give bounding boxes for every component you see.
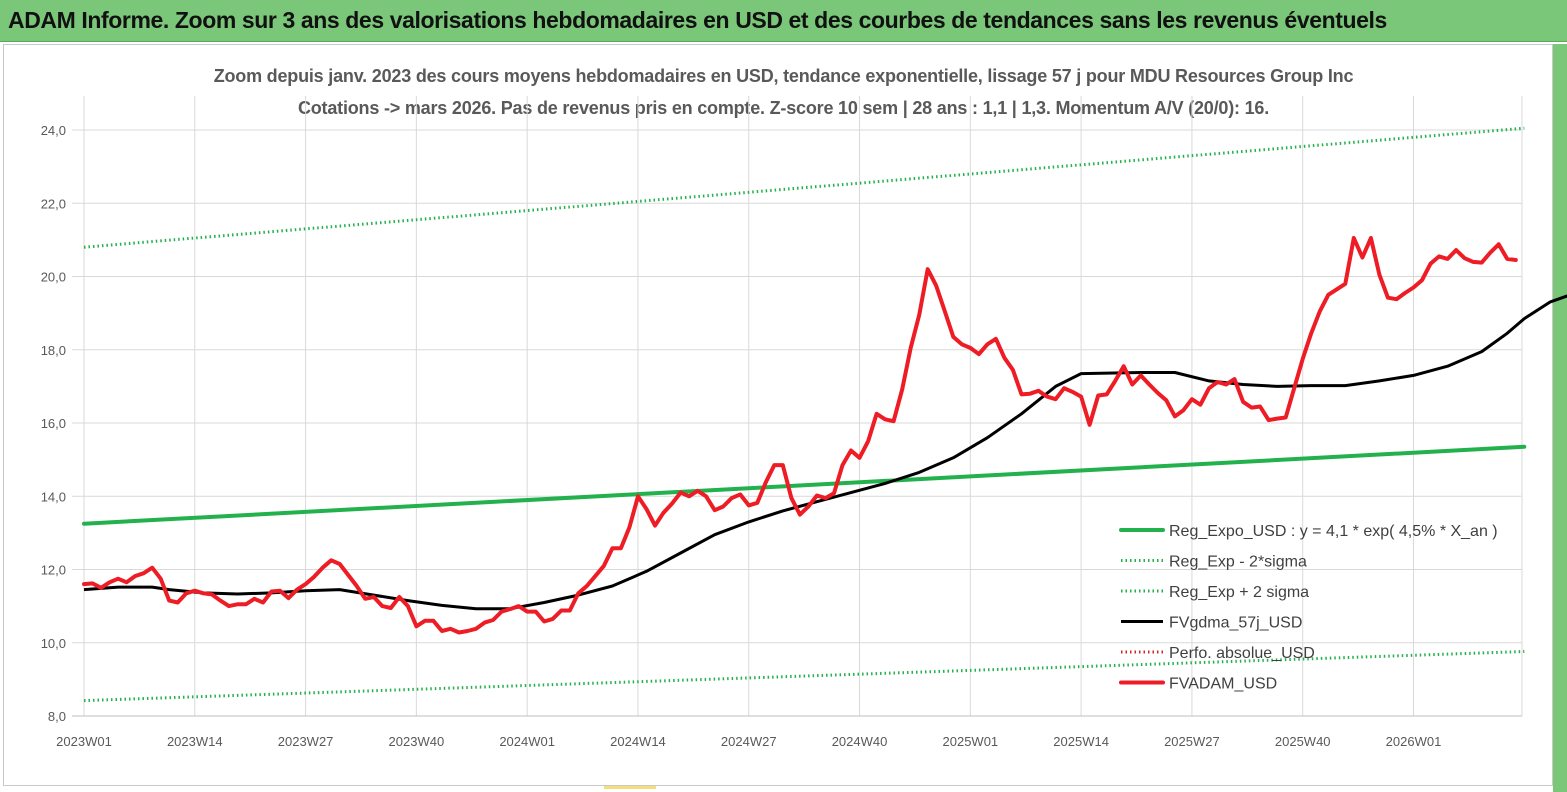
legend-label: Perfo. absolue_USD — [1169, 645, 1315, 662]
x-tick-label: 2023W40 — [389, 734, 445, 749]
series-line-2 — [83, 126, 1525, 249]
y-tick-label: 16,0 — [41, 416, 66, 431]
y-tick-label: 18,0 — [41, 343, 66, 358]
bottom-marker — [604, 786, 656, 789]
series-line-5 — [82, 236, 1518, 635]
x-tick-label: 2025W01 — [943, 734, 999, 749]
x-tick-label: 2023W14 — [167, 734, 223, 749]
series-line-3 — [83, 294, 1567, 611]
x-tick-label: 2024W27 — [721, 734, 777, 749]
report-title: ADAM Informe. Zoom sur 3 ans des valoris… — [8, 7, 1387, 33]
x-tick-label: 2023W01 — [56, 734, 112, 749]
report-header: ADAM Informe. Zoom sur 3 ans des valoris… — [0, 0, 1567, 42]
series-line-1 — [83, 650, 1525, 703]
x-tick-label: 2026W01 — [1386, 734, 1442, 749]
y-tick-label: 8,0 — [48, 709, 66, 724]
y-tick-label: 22,0 — [41, 196, 66, 211]
y-tick-label: 24,0 — [41, 123, 66, 138]
legend-label: Reg_Exp - 2*sigma — [1169, 554, 1307, 571]
y-tick-label: 14,0 — [41, 489, 66, 504]
y-tick-label: 20,0 — [41, 270, 66, 285]
x-tick-label: 2024W14 — [610, 734, 666, 749]
x-tick-label: 2023W27 — [278, 734, 334, 749]
legend-label: Reg_Exp + 2 sigma — [1169, 584, 1309, 601]
x-tick-label: 2024W01 — [499, 734, 555, 749]
side-accent-strip — [1553, 44, 1567, 792]
legend-label: FVADAM_USD — [1169, 676, 1277, 693]
series-line-0 — [82, 444, 1527, 526]
x-tick-label: 2025W40 — [1275, 734, 1331, 749]
chart-frame — [3, 44, 1553, 786]
y-tick-label: 12,0 — [41, 563, 66, 578]
chart-title: Zoom depuis janv. 2023 des cours moyens … — [213, 66, 1354, 86]
y-tick-label: 10,0 — [41, 636, 66, 651]
legend-label: Reg_Expo_USD : y = 4,1 * exp( 4,5% * X_a… — [1169, 523, 1498, 540]
x-tick-label: 2025W27 — [1164, 734, 1220, 749]
x-tick-label: 2025W14 — [1053, 734, 1109, 749]
legend-label: FVgdma_57j_USD — [1169, 615, 1302, 632]
chart-subtitle: Cotations -> mars 2026. Pas de revenus p… — [297, 98, 1270, 118]
x-tick-label: 2024W40 — [832, 734, 888, 749]
